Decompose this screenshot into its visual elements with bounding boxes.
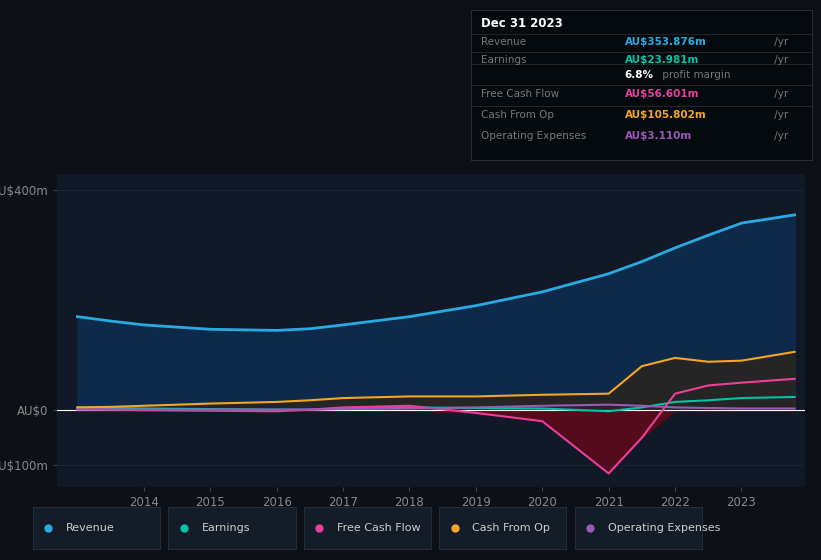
Text: Free Cash Flow: Free Cash Flow: [337, 523, 420, 533]
Text: 6.8%: 6.8%: [625, 69, 654, 80]
Text: /yr: /yr: [771, 54, 788, 64]
Text: AU$56.601m: AU$56.601m: [625, 89, 699, 99]
Text: Cash From Op: Cash From Op: [481, 110, 554, 120]
Text: /yr: /yr: [771, 131, 788, 141]
Text: Operating Expenses: Operating Expenses: [608, 523, 720, 533]
Text: /yr: /yr: [771, 89, 788, 99]
Text: AU$23.981m: AU$23.981m: [625, 54, 699, 64]
Text: Earnings: Earnings: [481, 54, 527, 64]
Text: Operating Expenses: Operating Expenses: [481, 131, 587, 141]
Text: Revenue: Revenue: [481, 36, 526, 46]
Text: /yr: /yr: [771, 36, 788, 46]
Text: Revenue: Revenue: [66, 523, 115, 533]
Text: AU$105.802m: AU$105.802m: [625, 110, 706, 120]
Text: Dec 31 2023: Dec 31 2023: [481, 17, 563, 30]
Text: /yr: /yr: [771, 110, 788, 120]
Text: Free Cash Flow: Free Cash Flow: [481, 89, 560, 99]
Text: AU$3.110m: AU$3.110m: [625, 131, 692, 141]
Text: AU$353.876m: AU$353.876m: [625, 36, 706, 46]
Text: profit margin: profit margin: [658, 69, 730, 80]
Text: Cash From Op: Cash From Op: [472, 523, 550, 533]
Text: Earnings: Earnings: [201, 523, 250, 533]
